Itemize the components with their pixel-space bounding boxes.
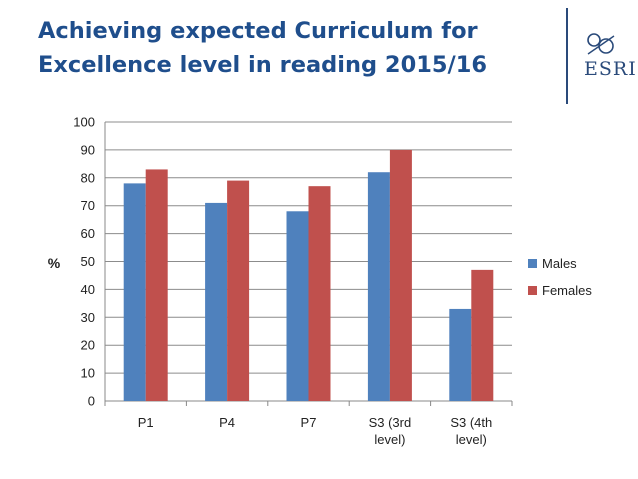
logo-divider xyxy=(566,8,568,104)
x-tick-label: P7 xyxy=(301,415,317,430)
x-tick-label: level) xyxy=(374,432,405,447)
bar-males-4 xyxy=(367,172,390,401)
bar-females-2 xyxy=(227,180,250,401)
y-tick-label: 70 xyxy=(81,198,95,213)
x-tick-label: S3 (4th xyxy=(450,415,492,430)
bar-males-5 xyxy=(449,308,472,401)
y-tick-label: 10 xyxy=(81,366,95,381)
y-tick-label: 20 xyxy=(81,338,95,353)
y-axis-label: % xyxy=(48,255,61,271)
y-tick-label: 30 xyxy=(81,310,95,325)
legend-swatch-females xyxy=(528,286,537,295)
y-tick-label: 50 xyxy=(81,254,95,269)
y-tick-label: 0 xyxy=(88,394,95,409)
y-tick-label: 90 xyxy=(81,142,95,157)
bar-females-5 xyxy=(471,269,494,401)
esri-logo-icon xyxy=(587,33,615,55)
bar-males-3 xyxy=(286,211,309,401)
bar-males-2 xyxy=(205,202,228,401)
x-tick-label: S3 (3rd xyxy=(369,415,412,430)
legend-label-females: Females xyxy=(542,283,592,298)
y-tick-label: 100 xyxy=(73,115,95,130)
x-tick-label: level) xyxy=(456,432,487,447)
title-line-1: Achieving expected Curriculum for xyxy=(38,18,478,44)
y-tick-label: 40 xyxy=(81,282,95,297)
title-line-2: Excellence level in reading 2015/16 xyxy=(38,52,488,78)
logo-text: ESRI xyxy=(584,58,637,80)
bar-males-1 xyxy=(123,183,146,401)
bar-females-1 xyxy=(145,169,168,401)
page-title: Achieving expected Curriculum for Excell… xyxy=(38,14,558,82)
bar-females-3 xyxy=(308,186,331,401)
x-tick-label: P1 xyxy=(138,415,154,430)
esri-logo: ESRI xyxy=(566,8,636,104)
legend-label-males: Males xyxy=(542,256,577,271)
bar-females-4 xyxy=(389,149,412,401)
x-tick-label: P4 xyxy=(219,415,235,430)
legend-swatch-males xyxy=(528,259,537,268)
y-tick-label: 60 xyxy=(81,226,95,241)
y-tick-label: 80 xyxy=(81,170,95,185)
